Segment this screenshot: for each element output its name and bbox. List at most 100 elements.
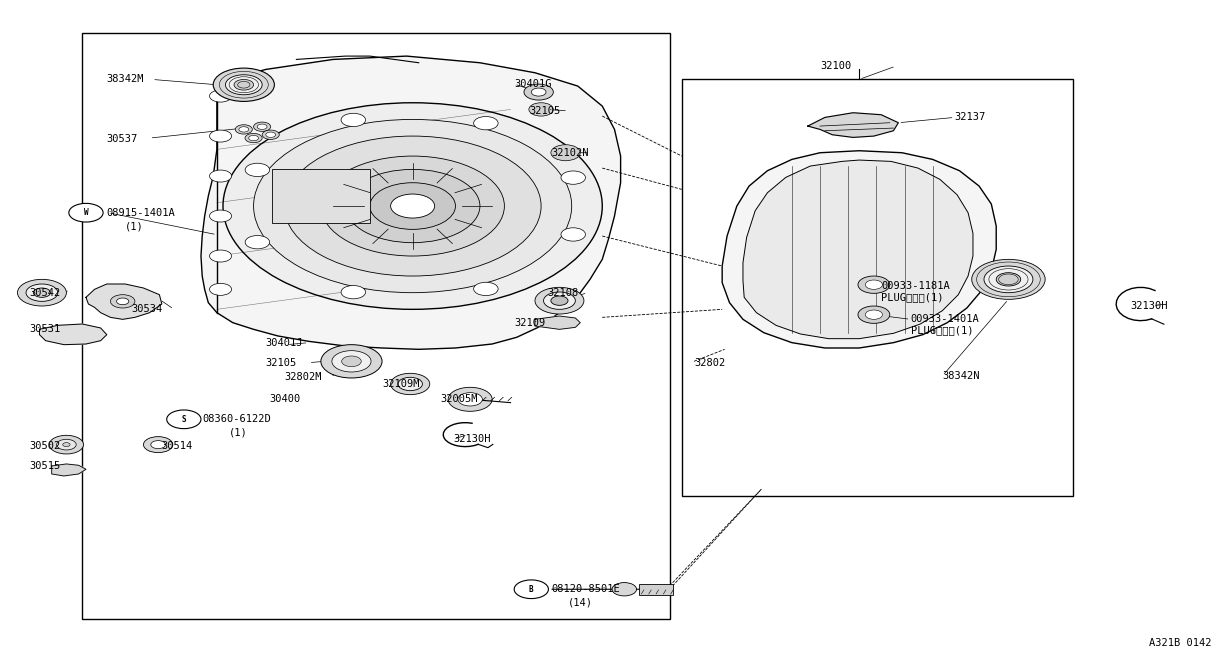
Circle shape	[984, 266, 1032, 293]
Circle shape	[238, 127, 248, 132]
Text: 38342M: 38342M	[107, 75, 144, 85]
Circle shape	[284, 136, 541, 276]
Text: 00933-1181A: 00933-1181A	[881, 281, 950, 291]
Circle shape	[535, 288, 584, 314]
Text: 32109M: 32109M	[382, 379, 419, 389]
Text: PLUGプラグ(1): PLUGプラグ(1)	[881, 292, 944, 302]
Circle shape	[342, 356, 361, 367]
Circle shape	[144, 437, 173, 453]
Circle shape	[49, 435, 84, 454]
Circle shape	[26, 284, 58, 301]
Polygon shape	[807, 113, 898, 137]
Circle shape	[253, 120, 571, 293]
Circle shape	[858, 276, 890, 294]
Text: 00933-1401A: 00933-1401A	[911, 314, 980, 325]
Text: 30531: 30531	[29, 325, 61, 335]
Circle shape	[473, 116, 498, 130]
Circle shape	[257, 124, 267, 130]
Text: 32802M: 32802M	[284, 372, 322, 382]
Circle shape	[209, 130, 231, 142]
Circle shape	[33, 288, 50, 297]
Circle shape	[528, 103, 553, 116]
Text: 32802: 32802	[694, 358, 725, 368]
Text: 32137: 32137	[955, 112, 986, 122]
Polygon shape	[723, 151, 997, 348]
Circle shape	[234, 79, 253, 90]
Circle shape	[858, 306, 890, 323]
Text: (1): (1)	[125, 221, 144, 231]
Bar	[682, 79, 1073, 496]
Text: PLUGプラグ(1): PLUGプラグ(1)	[911, 326, 973, 336]
Polygon shape	[86, 284, 162, 319]
Polygon shape	[52, 464, 86, 476]
Text: 32130H: 32130H	[454, 434, 490, 444]
Circle shape	[209, 284, 231, 296]
Circle shape	[245, 134, 262, 142]
Circle shape	[245, 235, 269, 249]
Text: (1): (1)	[229, 427, 248, 437]
Circle shape	[321, 156, 504, 256]
Circle shape	[997, 273, 1020, 286]
Text: 30534: 30534	[132, 304, 162, 314]
Circle shape	[398, 377, 423, 390]
Circle shape	[235, 125, 252, 134]
Circle shape	[262, 130, 279, 139]
Bar	[272, 169, 370, 222]
Circle shape	[321, 345, 382, 378]
Circle shape	[248, 135, 258, 140]
Circle shape	[253, 122, 270, 132]
Text: 32105: 32105	[265, 358, 297, 368]
Circle shape	[117, 298, 129, 304]
Text: 08915-1401A: 08915-1401A	[107, 208, 176, 218]
Text: 30401G: 30401G	[514, 79, 552, 89]
Polygon shape	[744, 160, 973, 339]
Text: (14): (14)	[568, 597, 594, 607]
Circle shape	[213, 68, 274, 101]
Circle shape	[473, 282, 498, 296]
Circle shape	[265, 132, 275, 137]
Circle shape	[342, 286, 365, 299]
Text: S: S	[182, 415, 186, 424]
Text: 30537: 30537	[107, 134, 138, 144]
Text: 30502: 30502	[29, 441, 61, 451]
Text: 30401J: 30401J	[265, 337, 304, 347]
Circle shape	[560, 228, 585, 241]
Circle shape	[449, 387, 492, 411]
Text: B: B	[528, 585, 533, 594]
Circle shape	[209, 250, 231, 262]
Circle shape	[111, 295, 135, 308]
Circle shape	[342, 114, 365, 126]
Text: 08360-6122D: 08360-6122D	[203, 415, 270, 424]
Circle shape	[972, 259, 1045, 299]
Circle shape	[370, 183, 456, 229]
Circle shape	[391, 374, 430, 394]
Text: 32102N: 32102N	[551, 148, 589, 158]
Polygon shape	[202, 56, 621, 349]
Circle shape	[458, 392, 482, 406]
Circle shape	[17, 280, 66, 306]
Circle shape	[69, 204, 103, 222]
Bar	[639, 584, 673, 595]
Text: 30400: 30400	[269, 394, 301, 405]
Circle shape	[865, 310, 882, 319]
Circle shape	[543, 292, 575, 309]
Circle shape	[865, 280, 882, 290]
Text: W: W	[84, 208, 88, 217]
Circle shape	[63, 443, 70, 447]
Circle shape	[222, 103, 602, 309]
Text: 30514: 30514	[162, 441, 193, 451]
Circle shape	[612, 583, 637, 596]
Circle shape	[345, 169, 479, 243]
Text: 32005M: 32005M	[441, 394, 478, 405]
Text: A321B 0142: A321B 0142	[1149, 638, 1212, 648]
Circle shape	[209, 210, 231, 222]
Circle shape	[531, 88, 546, 96]
Circle shape	[57, 439, 76, 450]
Text: 32109: 32109	[514, 318, 546, 328]
Polygon shape	[535, 316, 580, 329]
Circle shape	[209, 90, 231, 102]
Bar	[82, 33, 670, 619]
Text: 32100: 32100	[820, 61, 852, 71]
Text: 38342N: 38342N	[943, 371, 980, 381]
Circle shape	[209, 170, 231, 182]
